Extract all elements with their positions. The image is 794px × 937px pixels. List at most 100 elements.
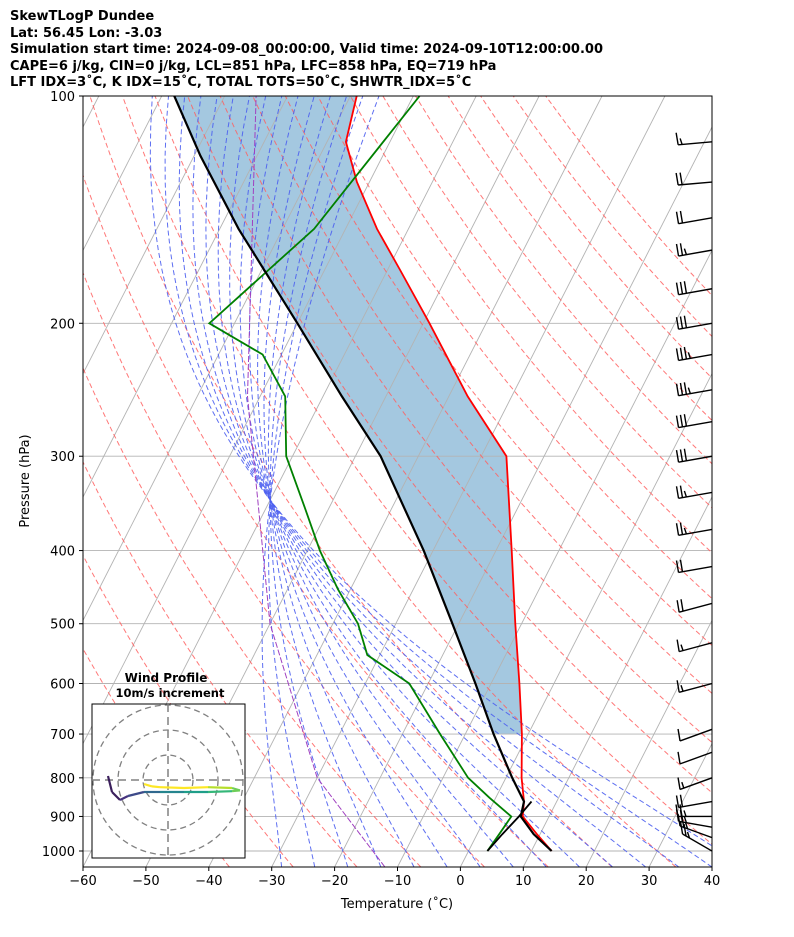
wind-barb [675,485,712,500]
barb-flag [677,751,681,765]
barb-flag [675,415,680,428]
wind-barb [675,172,712,186]
barb-staff [678,181,712,186]
barb-staff [678,288,712,296]
barb-staff [678,217,712,225]
moist-adiabat [149,96,712,847]
wind-barb [675,794,712,809]
barb-flag [679,382,684,396]
barb-flag [679,485,684,498]
cape-shading [174,96,522,735]
isotherm-line [83,96,226,375]
indices-line-2: LFT IDX=3˚C, K IDX=15˚C, TOTAL TOTS=50˚C… [10,75,472,90]
wind-barb [675,804,712,818]
moist-adiabat [263,96,415,867]
barb-flag [679,281,684,295]
barb-flag [675,211,680,224]
barb-staff [678,353,712,362]
barb-flag [683,490,688,498]
barb-flag [679,210,684,224]
moist-adiabat [269,96,349,867]
barb-staff [679,825,712,839]
barb-flag [676,680,680,693]
wind-barb [676,680,712,693]
barb-flag [683,448,688,461]
wind-barb [675,243,712,257]
hodograph-segment [231,786,241,792]
wind-barb [675,382,712,397]
wind-barb [677,777,712,791]
barb-flag [679,316,684,329]
isotherm-line [83,96,351,622]
wind-barb [675,210,712,225]
y-tick-label: 800 [50,772,75,787]
y-tick-label: 900 [50,810,75,825]
barb-flag [675,450,680,463]
wind-barb [676,639,712,653]
barb-flag [680,599,684,612]
barb-flag [687,352,691,359]
dry-adiabat [219,96,712,744]
chart-title: SkewTLogP Dundee [10,9,155,24]
y-tick-label: 700 [50,728,75,743]
dry-adiabat [545,96,712,297]
barb-staff [679,751,712,765]
barb-flag [687,387,691,394]
x-tick-label: −10 [384,874,411,889]
x-tick-label: 10 [515,874,532,889]
location-line: Lat: 56.45 Lon: -3.03 [10,25,163,41]
dry-adiabat [382,96,712,509]
barb-flag [677,777,681,790]
y-axis-label: Pressure (hPa) [18,434,33,527]
wind-barb [676,599,712,613]
barb-flag [683,810,687,817]
barb-flag [679,559,684,572]
moist-adiabat [178,96,680,867]
barb-flag [683,816,688,823]
hodograph-segment [183,786,209,790]
isotherm-line [83,96,414,745]
barb-staff [678,322,712,330]
dry-adiabat [512,96,712,338]
y-tick-label: 100 [50,90,75,105]
barb-flag [679,172,683,185]
barb-flag [680,644,684,651]
isotherm-line [585,619,712,867]
isotherm-line [397,249,712,867]
wind-barb [677,751,712,765]
x-tick-label: −40 [195,874,222,889]
isotherm-line [522,496,712,867]
barb-flag [683,281,688,294]
barb-flag [679,138,683,145]
barb-flag [676,639,680,652]
isotherm-line [83,96,163,252]
dry-adiabat [187,96,712,794]
dry-adiabat [480,96,712,379]
barb-flag [675,383,680,396]
y-tick-label: 200 [50,317,75,332]
isotherm-line [459,372,712,867]
hodograph-segment [106,775,114,793]
y-tick-label: 600 [50,678,75,693]
x-tick-label: −20 [321,874,348,889]
chart-header: SkewTLogP Dundee Lat: 56.45 Lon: -3.03 S… [10,9,603,92]
wind-barb [675,522,712,536]
barb-flag [680,685,684,692]
moist-adiabat [229,96,547,867]
barb-staff [682,833,712,852]
isotherm-line [83,96,288,498]
barb-flag [675,486,680,499]
barb-flag [675,804,679,817]
surface-parcel-lower-line [486,800,533,852]
wind-barb [679,821,712,852]
dry-adiabat [89,96,613,867]
dry-adiabat [154,96,712,845]
dry-adiabat [83,173,549,867]
dry-adiabat [252,96,712,695]
inset-subtitle: 10m/s increment [116,686,225,700]
moist-adiabat [239,96,514,867]
isotherm-line [648,742,712,867]
y-tick-label: 300 [50,450,75,465]
dry-adiabat [317,96,712,600]
